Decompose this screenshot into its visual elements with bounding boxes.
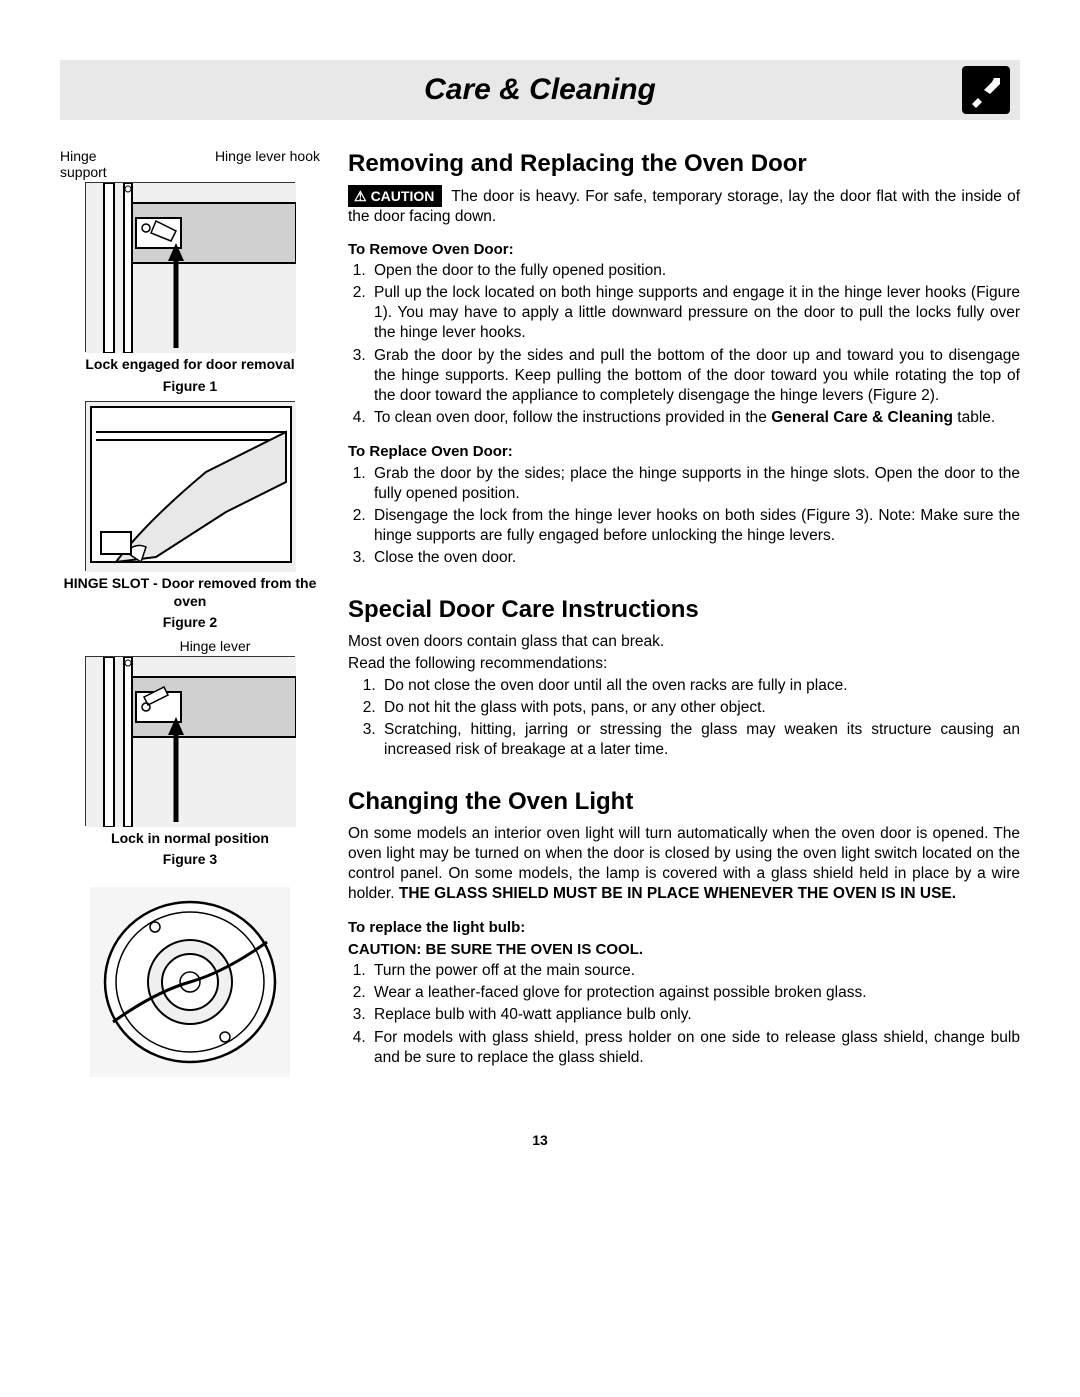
figure-1-diagram [85, 182, 295, 352]
light-caution: CAUTION: BE SURE THE OVEN IS COOL. [348, 940, 1020, 960]
figure-1-caption-2: Figure 1 [60, 378, 320, 396]
light-step: Replace bulb with 40-watt appliance bulb… [370, 1005, 1020, 1025]
content-columns: Hinge support Hinge lever hook Lock e [60, 148, 1020, 1082]
general-care-bold: General Care & Cleaning [771, 409, 953, 426]
figure-1-block: Hinge support Hinge lever hook Lock e [60, 148, 320, 395]
figure-3-block: Hinge lever Lock in normal position Fig [60, 638, 320, 869]
page-header: Care & Cleaning [60, 60, 1020, 120]
replace-step: Disengage the lock from the hinge lever … [370, 506, 1020, 546]
caution-paragraph: CAUTION The door is heavy. For safe, tem… [348, 185, 1020, 227]
replace-step: Close the oven door. [370, 548, 1020, 568]
figure-3-top-label-row: Hinge lever [60, 638, 320, 654]
light-steps: Turn the power off at the main source. W… [348, 961, 1020, 1068]
figure-2-block: HINGE SLOT - Door removed from the oven … [60, 401, 320, 632]
light-step: Wear a leather-faced glove for protectio… [370, 983, 1020, 1003]
figure-3-diagram [85, 656, 295, 826]
remove-step: Pull up the lock located on both hinge s… [370, 283, 1020, 343]
remove-steps: Open the door to the fully opened positi… [348, 261, 1020, 428]
fig1-label-hinge-support: Hinge support [60, 148, 120, 180]
special-intro-2: Read the following recommendations: [348, 654, 1020, 674]
fig1-label-hinge-lever-hook: Hinge lever hook [126, 148, 320, 180]
figures-column: Hinge support Hinge lever hook Lock e [60, 148, 320, 1082]
light-intro: On some models an interior oven light wi… [348, 824, 1020, 905]
page-number: 13 [60, 1132, 1020, 1148]
figure-2-caption-2: Figure 2 [60, 614, 320, 632]
light-intro-bold: THE GLASS SHIELD MUST BE IN PLACE WHENEV… [399, 885, 956, 902]
caution-text: The door is heavy. For safe, temporary s… [348, 188, 1020, 225]
fig3-label-hinge-lever: Hinge lever [180, 638, 251, 654]
cleaning-hand-icon [962, 66, 1010, 114]
remove-step: Open the door to the fully opened positi… [370, 261, 1020, 281]
figure-3-caption-1: Lock in normal position [60, 830, 320, 848]
special-step: Do not hit the glass with pots, pans, or… [380, 698, 1020, 718]
special-step: Scratching, hitting, jarring or stressin… [380, 720, 1020, 760]
light-step: Turn the power off at the main source. [370, 961, 1020, 981]
remove-step: To clean oven door, follow the instructi… [370, 408, 1020, 428]
bulb-diagram [90, 887, 290, 1077]
caution-badge: CAUTION [348, 185, 442, 207]
figure-3-caption-2: Figure 3 [60, 851, 320, 869]
heading-special: Special Door Care Instructions [348, 594, 1020, 625]
light-step: For models with glass shield, press hold… [370, 1028, 1020, 1068]
remove-label: To Remove Oven Door: [348, 240, 1020, 260]
replace-steps: Grab the door by the sides; place the hi… [348, 464, 1020, 569]
figure-1-top-labels: Hinge support Hinge lever hook [60, 148, 320, 180]
replace-step: Grab the door by the sides; place the hi… [370, 464, 1020, 504]
special-step: Do not close the oven door until all the… [380, 676, 1020, 696]
replace-label: To Replace Oven Door: [348, 442, 1020, 462]
heading-removing: Removing and Replacing the Oven Door [348, 148, 1020, 179]
page-title: Care & Cleaning [424, 73, 656, 107]
figure-1-caption-1: Lock engaged for door removal [60, 356, 320, 374]
text-column: Removing and Replacing the Oven Door CAU… [348, 148, 1020, 1082]
remove-step: Grab the door by the sides and pull the … [370, 346, 1020, 406]
figure-2-caption-1: HINGE SLOT - Door removed from the oven [60, 575, 320, 610]
light-replace-label: To replace the light bulb: [348, 918, 1020, 938]
special-intro-1: Most oven doors contain glass that can b… [348, 632, 1020, 652]
heading-light: Changing the Oven Light [348, 786, 1020, 817]
special-steps: Do not close the oven door until all the… [348, 676, 1020, 761]
figure-2-diagram [85, 401, 295, 571]
